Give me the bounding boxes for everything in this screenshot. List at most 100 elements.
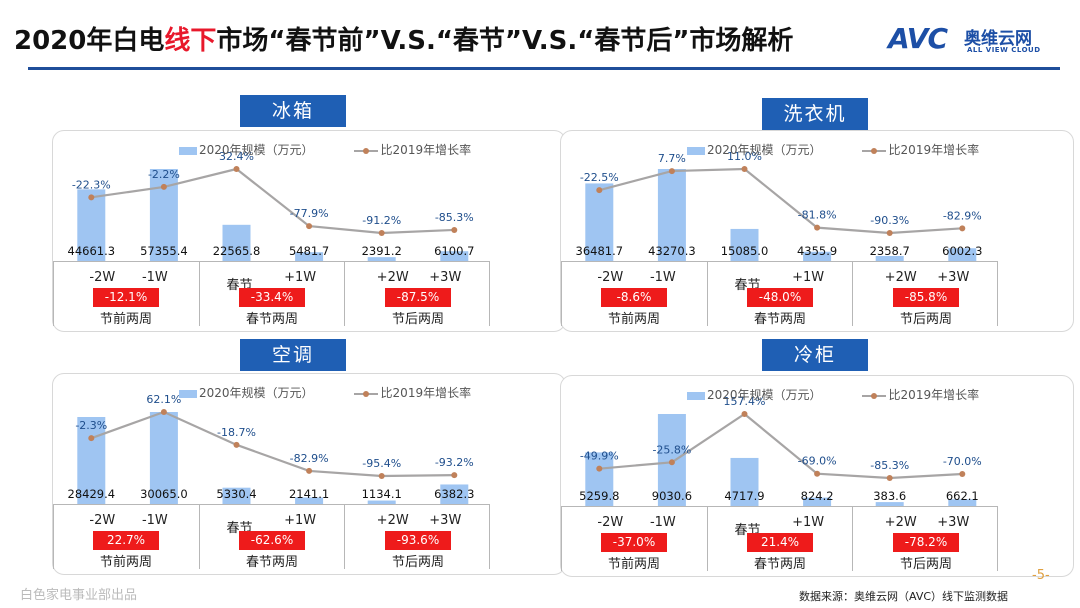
growth-label: 11.0%: [727, 150, 762, 163]
bar-value-label: 28429.4: [68, 487, 116, 501]
period-growth-badge: -33.4%: [239, 288, 305, 307]
growth-label: 32.4%: [219, 150, 254, 163]
week-label: +1W: [284, 270, 317, 285]
logo-cn-text: 奥维云网: [964, 29, 1032, 49]
legend-line-label: 比2019年增长率: [380, 143, 472, 157]
growth-point: [160, 409, 167, 415]
page-title: 2020年白电线下市场“春节前”V.S.“春节”V.S.“春节后”市场解析: [14, 26, 794, 56]
week-label: -1W: [649, 270, 676, 285]
bar-value-label: 6002.3: [942, 244, 982, 258]
period-label: 节前两周: [99, 555, 152, 570]
growth-label: -82.9%: [290, 452, 329, 465]
growth-label: 157.4%: [724, 395, 766, 408]
bar-value-label: 5481.7: [289, 244, 329, 258]
period-label: 节前两周: [607, 557, 660, 572]
legend-bar-swatch: [687, 146, 705, 155]
growth-label: -77.9%: [290, 207, 329, 220]
growth-line: [599, 167, 963, 235]
table-divider: [561, 506, 562, 571]
growth-label: -22.5%: [580, 171, 619, 184]
bar: [222, 224, 251, 261]
period-label: 节后两周: [899, 312, 952, 327]
week-label: +3W: [429, 513, 462, 528]
growth-line: [599, 412, 963, 480]
growth-line: [90, 410, 455, 478]
growth-label: -81.8%: [798, 209, 837, 222]
panel-title-freezer: 冷柜: [762, 339, 868, 371]
table-top-border: [53, 261, 489, 262]
bar: [585, 452, 614, 506]
table-divider: [852, 506, 853, 571]
bar: [803, 497, 832, 506]
period-label: 节后两周: [899, 557, 952, 572]
chart-ac: 28429.4 30065.0 5330.4 2141.1 1134.1 6382.3 -2…: [68, 393, 474, 504]
table-divider: [199, 504, 200, 569]
growth-label: -2.3%: [75, 419, 107, 432]
bar: [875, 255, 904, 261]
growth-point: [596, 465, 603, 472]
period-label: 节前两周: [607, 312, 660, 327]
growth-point: [814, 470, 821, 477]
growth-label: -70.0%: [943, 455, 982, 468]
growth-label: -82.9%: [943, 209, 982, 222]
legend-bar-label: 2020年规模（万元）: [707, 143, 822, 157]
legend-bar-swatch: [687, 391, 705, 400]
week-label: -2W: [597, 270, 624, 285]
growth-label: -90.3%: [870, 214, 909, 227]
bar: [948, 499, 977, 506]
bar-value-label: 9030.6: [652, 489, 692, 503]
panel-title-ac: 空调: [240, 339, 346, 371]
bar: [803, 251, 832, 261]
growth-label: -22.3%: [72, 178, 111, 191]
bar-value-label: 5259.8: [579, 489, 619, 503]
week-label: +3W: [937, 270, 970, 285]
growth-point: [814, 224, 821, 231]
legend-line-swatch: [861, 392, 886, 399]
growth-point: [451, 472, 458, 479]
bar: [440, 484, 469, 504]
avc-logo: AVC 奥维云网 ALL VIEW CLOUD: [888, 22, 1058, 62]
growth-point: [306, 223, 313, 230]
bar: [948, 248, 977, 261]
legend-line-label: 比2019年增长率: [888, 388, 980, 402]
bar-value-label: 36481.7: [576, 244, 624, 258]
bar-value-label: 4717.9: [724, 489, 764, 503]
bar-value-label: 15085.0: [721, 244, 769, 258]
week-label: +1W: [284, 513, 317, 528]
week-label: +2W: [376, 270, 409, 285]
growth-label: -91.2%: [362, 214, 401, 227]
growth-label: -85.3%: [870, 459, 909, 472]
panel-ac: 28429.4 30065.0 5330.4 2141.1 1134.1 6382.3 -2…: [52, 373, 566, 575]
week-label: +2W: [376, 513, 409, 528]
growth-point: [668, 459, 675, 466]
period-growth-badge: 21.4%: [747, 533, 813, 552]
growth-point: [668, 168, 675, 175]
week-label: +2W: [884, 515, 917, 530]
bar: [440, 251, 469, 261]
table-divider: [344, 504, 345, 569]
table-divider: [489, 504, 490, 569]
bar: [875, 502, 904, 506]
legend-line-label: 比2019年增长率: [888, 143, 980, 157]
growth-point: [88, 194, 95, 201]
legend-bar-label: 2020年规模（万元）: [199, 386, 314, 400]
table-divider: [199, 261, 200, 326]
table-divider: [53, 261, 54, 326]
logo-en-text: ALL VIEW CLOUD: [967, 46, 1041, 54]
bar: [367, 500, 396, 504]
week-label: +3W: [429, 270, 462, 285]
growth-label: -2.2%: [148, 168, 180, 181]
panel-freezer: 5259.8 9030.6 4717.9 824.2 383.6 662.1 -49.9% -…: [560, 375, 1074, 577]
table-divider: [852, 261, 853, 326]
growth-label: -18.7%: [217, 426, 256, 439]
growth-line: [91, 167, 455, 235]
bar: [730, 228, 759, 261]
bar-value-label: 22565.8: [213, 244, 261, 258]
bar: [585, 183, 614, 261]
period-label: 春节两周: [753, 557, 806, 572]
bar-value-label: 1134.1: [362, 487, 402, 501]
chart-legend: 2020年规模（万元） 比2019年增长率: [179, 384, 471, 401]
data-source: 数据来源：奥维云网（AVC）线下监测数据: [799, 590, 1009, 603]
period-growth-badge: -87.5%: [385, 288, 451, 307]
week-label: +1W: [792, 270, 825, 285]
